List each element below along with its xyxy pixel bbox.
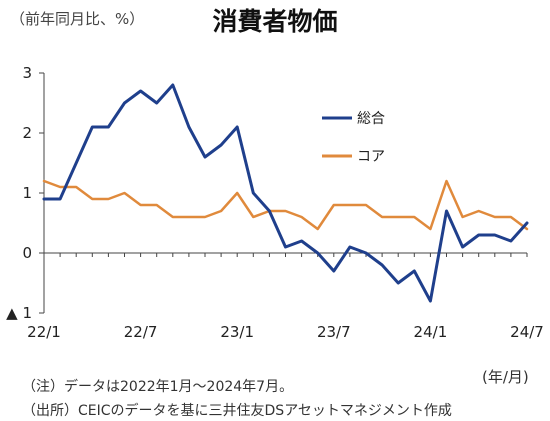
chart-title: 消費者物価 — [212, 7, 338, 36]
legend-label: コア — [357, 149, 385, 165]
y-tick-label: 2 — [22, 124, 32, 142]
series-line-headline — [42, 83, 529, 303]
y-tick-label: 1 — [22, 184, 32, 202]
x-tick-label: 24/7 — [510, 323, 544, 341]
x-axis-unit-label: (年/月) — [482, 368, 529, 386]
series-layer — [42, 83, 529, 303]
y-tick-label: ▲ 1 — [6, 304, 32, 322]
x-tick-label: 24/1 — [414, 323, 448, 341]
chart-axes — [39, 72, 528, 314]
y-axis-unit-label: （前年同月比、%） — [10, 10, 145, 28]
source-note: （出所）CEICのデータを基に三井住友DSアセットマネジメント作成 — [22, 403, 452, 419]
footnote: （注）データは2022年1月～2024年7月。 — [22, 379, 294, 395]
x-tick-label: 22/7 — [124, 323, 158, 341]
x-tick-label: 23/1 — [220, 323, 254, 341]
x-tick-label: 22/1 — [27, 323, 61, 341]
x-tick-label: 23/7 — [317, 323, 351, 341]
legend-label: 総合 — [357, 111, 385, 127]
series-line-core — [42, 179, 529, 231]
tick-labels: 3 2 1 0 ▲ 122/1 22/7 23/1 23/7 24/1 24/7 — [6, 64, 544, 341]
y-tick-label: 0 — [22, 244, 32, 262]
y-tick-label: 3 — [22, 64, 32, 82]
